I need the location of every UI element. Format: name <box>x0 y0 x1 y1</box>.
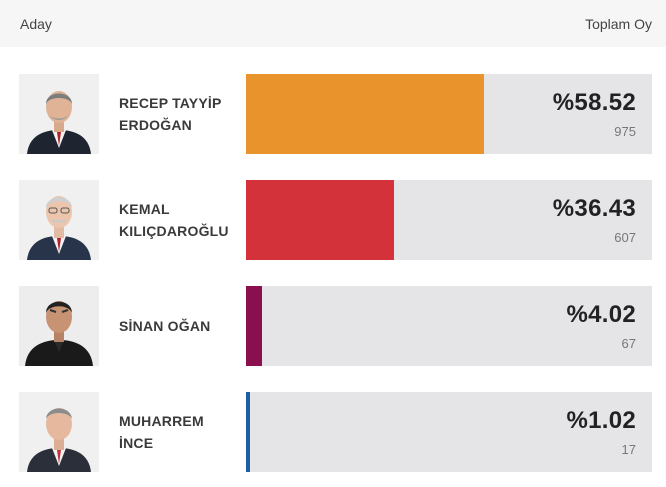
person-icon <box>19 74 99 154</box>
vote-share-bar: %58.52 975 <box>246 74 652 154</box>
vote-count: 975 <box>614 124 636 139</box>
candidate-photo <box>19 392 99 472</box>
candidate-name: SİNAN OĞAN <box>119 318 211 334</box>
candidate-list: RECEP TAYYİP ERDOĞAN %58.52 975 KEMAL KI… <box>0 74 666 472</box>
person-icon <box>19 392 99 472</box>
candidate-row: MUHARREM İNCE %1.02 17 <box>0 392 666 472</box>
vote-share-fill <box>246 392 251 472</box>
results-header: Aday Toplam Oy <box>0 0 666 47</box>
person-icon <box>19 286 99 366</box>
candidate-row: SİNAN OĞAN %4.02 67 <box>0 286 666 366</box>
candidate-row: RECEP TAYYİP ERDOĞAN %58.52 975 <box>0 74 666 154</box>
vote-count: 607 <box>614 230 636 245</box>
vote-share-bar: %4.02 67 <box>246 286 652 366</box>
vote-count: 67 <box>621 336 636 351</box>
vote-share-fill <box>246 180 394 260</box>
vote-share-bar: %36.43 607 <box>246 180 652 260</box>
candidate-photo <box>19 74 99 154</box>
vote-percentage: %36.43 <box>552 195 636 222</box>
vote-share-fill <box>246 74 484 154</box>
vote-percentage: %58.52 <box>552 89 636 116</box>
candidate-column-header: Aday <box>20 15 52 32</box>
vote-share-fill <box>246 286 263 366</box>
total-votes-column-header: Toplam Oy <box>585 15 652 32</box>
vote-count: 17 <box>621 442 636 457</box>
candidate-name: RECEP TAYYİP ERDOĞAN <box>119 95 222 133</box>
candidate-name: KEMAL KILIÇDAROĞLU <box>119 201 229 239</box>
vote-percentage: %4.02 <box>566 301 636 328</box>
vote-percentage: %1.02 <box>566 407 636 434</box>
vote-share-bar: %1.02 17 <box>246 392 652 472</box>
candidate-photo <box>19 180 99 260</box>
candidate-name: MUHARREM İNCE <box>119 413 204 451</box>
candidate-photo <box>19 286 99 366</box>
person-icon <box>19 180 99 260</box>
candidate-row: KEMAL KILIÇDAROĞLU %36.43 607 <box>0 180 666 260</box>
